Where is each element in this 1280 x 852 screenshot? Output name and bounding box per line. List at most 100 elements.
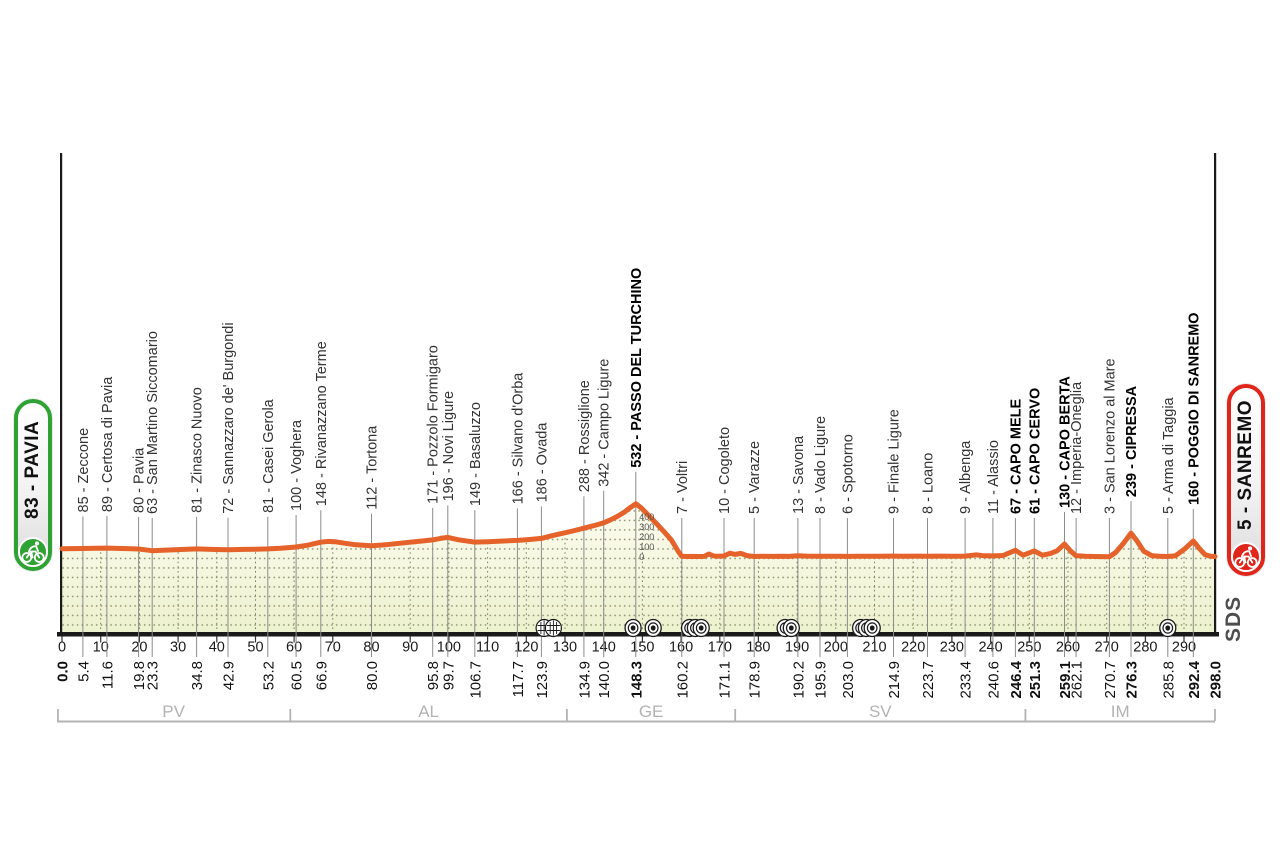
km-label: 117.7 xyxy=(510,661,527,697)
profile-area-dots xyxy=(62,503,1215,632)
waypoint-label: 239 - CIPRESSA xyxy=(1124,385,1140,497)
waypoint-label: 171 - Pozzolo Formigaro xyxy=(426,345,442,504)
axis-tick-label: 50 xyxy=(247,640,263,656)
axis-tick-label: 170 xyxy=(708,640,732,656)
km-label: 276.3 xyxy=(1124,661,1141,699)
km-label: 106.7 xyxy=(467,661,484,699)
km-label: 34.8 xyxy=(189,661,206,690)
km-label: 233.4 xyxy=(958,661,975,699)
km-label: 11.6 xyxy=(99,661,116,689)
province-label: AL xyxy=(418,702,439,721)
elevation-scale-label: 0 xyxy=(639,552,644,562)
axis-tick xyxy=(990,636,992,643)
axis-tick xyxy=(719,636,721,643)
gallery-icon xyxy=(544,618,563,638)
km-label: 134.9 xyxy=(576,661,593,699)
province-label: GE xyxy=(639,702,664,721)
waypoint-label: 149 - Basaluzzo xyxy=(468,402,484,506)
axis-tick xyxy=(61,636,63,643)
axis-tick xyxy=(1144,636,1146,643)
waypoint-label: 6 - Spotorno xyxy=(840,434,856,514)
km-label: 292.4 xyxy=(1186,660,1203,698)
axis-tick-label: 270 xyxy=(1095,640,1119,656)
km-label: 99.7 xyxy=(440,661,457,690)
axis-tick xyxy=(680,636,682,643)
km-label: 66.9 xyxy=(313,661,330,690)
axis-tick xyxy=(1067,636,1069,643)
waypoint-label: 5 - Varazze xyxy=(747,441,763,514)
axis-tick-label: 10 xyxy=(93,640,109,656)
axis-tick xyxy=(293,636,295,643)
axis-tick xyxy=(757,636,759,643)
axis-tick xyxy=(177,636,179,643)
axis-tick-label: 230 xyxy=(940,640,964,656)
waypoint-label: 80 - Pavia xyxy=(132,447,148,513)
waypoint-label: 532 - PASSO DEL TURCHINO xyxy=(629,268,645,468)
km-label: 0.0 xyxy=(55,661,72,682)
km-label: 60.5 xyxy=(289,661,306,690)
km-label: 5.4 xyxy=(75,661,92,682)
axis-tick-label: 90 xyxy=(402,640,418,656)
axis-tick-label: 120 xyxy=(514,640,538,656)
axis-tick xyxy=(448,636,450,643)
km-label: 285.8 xyxy=(1160,661,1177,699)
axis-tick-label: 60 xyxy=(286,640,302,656)
km-label: 240.6 xyxy=(985,661,1002,699)
km-label: 262.1 xyxy=(1069,661,1086,699)
waypoint-label: 130 - CAPO BERTA xyxy=(1058,376,1074,508)
waypoint-label: 288 - Rossiglione xyxy=(577,380,593,492)
waypoint-label: 9 - Finale Ligure xyxy=(887,409,903,514)
waypoint-label: 166 - Silvano d'Orba xyxy=(510,372,526,505)
waypoint-label: 160 - POGGIO DI SANREMO xyxy=(1186,312,1202,505)
axis-tick-label: 260 xyxy=(1056,640,1080,656)
tunnel-icon xyxy=(782,618,800,638)
waypoint-label: 89 - Certosa di Pavia xyxy=(100,376,116,512)
waypoint-label: 8 - Loano xyxy=(921,453,937,514)
axis-tick-label: 180 xyxy=(746,640,770,656)
finish-badge-label: 5 - SANREMO xyxy=(1235,399,1256,531)
axis-tick xyxy=(254,636,257,643)
tunnel-icon xyxy=(644,618,662,638)
axis-tick-label: 250 xyxy=(1017,640,1041,656)
km-label: 190.2 xyxy=(790,661,807,699)
km-label: 270.7 xyxy=(1102,661,1119,699)
tunnel-icon xyxy=(692,618,710,638)
waypoint-label: 12 - Imperia-Oneglia xyxy=(1069,381,1085,514)
waypoint-label: 148 - Rivanazzano Terme xyxy=(314,341,330,506)
axis-tick xyxy=(100,636,102,643)
finish-badge: 5 - SANREMO xyxy=(1227,384,1265,576)
km-label: 223.7 xyxy=(920,661,937,699)
km-label: 42.9 xyxy=(221,661,238,690)
province-label: SV xyxy=(869,702,892,721)
axis-tick-label: 220 xyxy=(901,640,925,656)
waypoint-label: 196 - Novi Ligure xyxy=(441,391,457,501)
km-label: 178.9 xyxy=(747,661,764,699)
axis-tick xyxy=(641,636,643,643)
km-label: 246.4 xyxy=(1008,660,1025,698)
axis-tick xyxy=(835,636,837,643)
waypoint-label: 5 - Arma di Taggia xyxy=(1161,396,1177,514)
waypoint-label: 10 - Cogoleto xyxy=(717,427,733,514)
axis-tick-label: 70 xyxy=(325,640,341,656)
waypoint-label: 13 - Savona xyxy=(791,435,807,514)
axis-tick xyxy=(796,636,798,643)
km-label: 203.0 xyxy=(840,661,857,699)
axis-tick-label: 130 xyxy=(553,640,577,656)
km-label: 95.8 xyxy=(425,661,442,690)
tunnel-icon xyxy=(863,618,881,638)
sds-logo: SDS xyxy=(1222,595,1245,642)
waypoint-label: 100 - Voghera xyxy=(289,419,305,511)
km-label: 23.3 xyxy=(145,661,162,690)
elevation-scale-label: 100 xyxy=(639,542,654,552)
axis-tick-label: 150 xyxy=(630,640,654,656)
finish-cyclist-icon xyxy=(1231,542,1261,572)
axis-tick xyxy=(951,636,953,643)
waypoint-label: 342 - Campo Ligure xyxy=(597,359,613,487)
axis-tick xyxy=(487,636,489,643)
km-label: 298.0 xyxy=(1208,661,1225,699)
waypoint-label: 7 - Voltri xyxy=(675,461,691,514)
km-label: 160.2 xyxy=(674,661,691,699)
axis-tick-label: 240 xyxy=(978,640,1002,656)
